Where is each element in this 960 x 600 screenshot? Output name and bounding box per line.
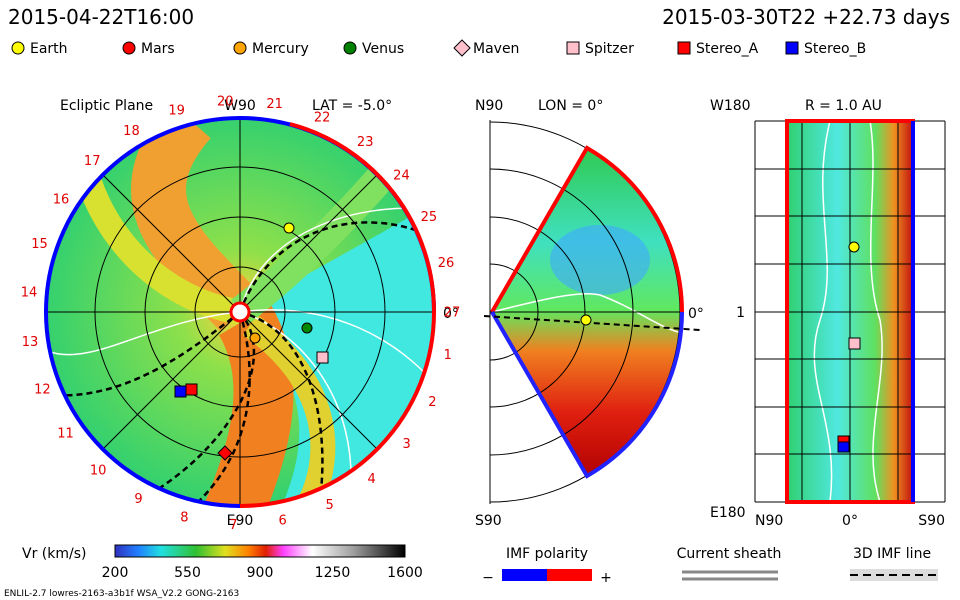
legend-label: Maven	[473, 41, 519, 57]
legend-marker	[233, 41, 247, 55]
sheath-icon	[682, 570, 778, 581]
hour-label: 10	[90, 464, 107, 479]
legend-label: Stereo_B	[804, 41, 866, 57]
meridional-plot	[483, 120, 701, 504]
hour-label: 21	[266, 97, 283, 112]
hour-label: 5	[325, 498, 333, 513]
radial-bottom-left: E180	[710, 505, 746, 521]
imf-label: IMF polarity	[506, 546, 588, 562]
hour-label: 1	[444, 348, 452, 363]
hour-label: 13	[22, 335, 39, 350]
ecliptic-top: W90	[224, 98, 256, 114]
hour-label: 2	[428, 395, 436, 410]
legend-label: Earth	[30, 41, 68, 57]
legend-marker	[677, 41, 691, 55]
sheath-label: Current sheath	[677, 546, 782, 562]
hour-label: 8	[180, 511, 188, 526]
radial-x-right: S90	[918, 513, 945, 529]
hour-label: 12	[34, 383, 51, 398]
meridional-top: N90	[475, 98, 503, 114]
hour-label: 14	[21, 285, 38, 300]
meridional-lon: LON = 0°	[538, 98, 603, 114]
hour-label: 19	[168, 104, 185, 119]
colorbar-tick: 900	[247, 565, 274, 581]
hour-label: 4	[368, 472, 376, 487]
legend-marker	[785, 41, 799, 55]
hour-label: 15	[31, 237, 48, 252]
imf-neg	[502, 569, 547, 581]
colorbar-ticks: 200 550 900 1250 1600	[102, 565, 423, 581]
hour-label: 18	[123, 124, 140, 139]
hour-label: 11	[57, 426, 74, 441]
legend-label: Stereo_A	[696, 41, 759, 57]
radial-r: R = 1.0 AU	[805, 98, 882, 114]
ecliptic-title: Ecliptic Plane	[60, 98, 153, 114]
hour-label: 17	[84, 154, 101, 169]
colorbar	[114, 544, 406, 558]
hour-label: 25	[421, 210, 438, 225]
legend-marker	[343, 41, 357, 55]
hour-label: 16	[53, 192, 70, 207]
colorbar-tick: 1600	[387, 565, 423, 581]
hour-label: 23	[357, 135, 374, 150]
meridional-right: 0°	[688, 306, 704, 322]
meridional-bottom: S90	[475, 513, 502, 529]
header-left: 2015-04-22T16:00	[8, 5, 194, 29]
version: ENLIL-2.7 lowres-2163-a3b1f WSA_V2.2 GON…	[4, 589, 239, 599]
header-right: 2015-03-30T22 +22.73 days	[662, 5, 950, 29]
radial-plot	[754, 119, 946, 504]
colorbar-tick: 200	[102, 565, 129, 581]
hour-label: 26	[438, 256, 455, 271]
radial-x-mid: 0°	[842, 513, 858, 529]
colorbar-tick: 1250	[315, 565, 351, 581]
legend-marker	[566, 41, 580, 55]
hour-label: 22	[314, 111, 331, 126]
imf-minus: −	[482, 570, 494, 586]
legend-marker	[453, 39, 471, 57]
hour-label: 27	[444, 305, 461, 320]
ecliptic-lat: LAT = -5.0°	[312, 98, 392, 114]
hour-label: 24	[393, 169, 410, 184]
ecliptic-bottom: E90	[227, 513, 254, 529]
ecliptic-right: 0°	[443, 306, 459, 322]
hour-label: 7	[229, 518, 237, 533]
ecliptic-plot	[43, 115, 437, 508]
legend-label: Spitzer	[585, 41, 634, 57]
hour-label: 3	[402, 437, 410, 452]
legend-label: Venus	[362, 41, 404, 57]
hour-label: 20	[217, 95, 234, 110]
radial-x-left: N90	[755, 513, 783, 529]
legend-label: Mercury	[252, 41, 309, 57]
colorbar-tick: 550	[174, 565, 201, 581]
radial-top: W180	[710, 98, 751, 114]
imf-pos	[547, 569, 592, 581]
legend: Earth Mars Mercury Venus Maven Spitzer Stereo_…	[11, 39, 866, 57]
hour-label: 6	[278, 514, 286, 529]
imf-plus: +	[600, 570, 612, 586]
radial-left: 1	[736, 305, 745, 321]
colorbar-label: Vr (km/s)	[22, 546, 86, 562]
hour-label: 9	[134, 492, 142, 507]
line-label: 3D IMF line	[853, 546, 931, 562]
legend-marker	[122, 41, 136, 55]
legend-label: Mars	[141, 41, 175, 57]
legend-marker	[11, 41, 25, 55]
